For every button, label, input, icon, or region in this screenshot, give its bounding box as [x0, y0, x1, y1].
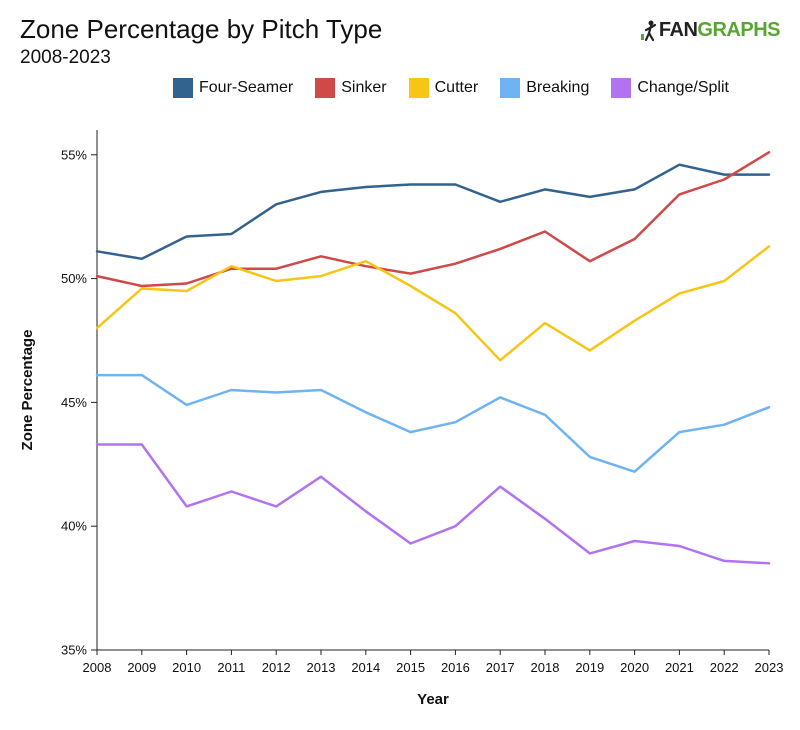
y-axis-title: Zone Percentage [19, 330, 36, 451]
chart-series [95, 151, 771, 565]
x-tick-label: 2009 [127, 660, 156, 675]
series-line-change-split [95, 443, 771, 565]
x-tick-label: 2013 [307, 660, 336, 675]
x-tick-label: 2020 [620, 660, 649, 675]
brand-suffix: GRAPHS [697, 19, 780, 41]
x-tick-label: 2008 [83, 660, 112, 675]
legend-label: Breaking [526, 79, 590, 96]
x-tick-label: 2016 [441, 660, 470, 675]
series-line-breaking [95, 373, 771, 473]
chart-axes: 35% 40% 45% 50% 55% 2008 2009 2010 2011 2012 2013 2… [61, 130, 783, 675]
y-tick-label: 35% [61, 643, 87, 658]
legend-label: Four-Seamer [199, 79, 294, 96]
y-tick-label: 40% [61, 519, 87, 534]
legend-item: Breaking [500, 78, 589, 98]
legend-label: Sinker [341, 79, 387, 96]
y-tick-label: 45% [61, 395, 87, 410]
legend-item: Sinker [315, 78, 387, 98]
series-line-cutter [95, 245, 771, 362]
brand-prefix: FAN [658, 19, 698, 41]
x-tick-label: 2012 [262, 660, 291, 675]
series-line-sinker [95, 151, 771, 288]
legend-swatch [173, 78, 193, 98]
legend-swatch [315, 78, 336, 98]
legend-swatch [611, 78, 632, 98]
x-tick-label: 2023 [755, 660, 784, 675]
x-tick-label: 2022 [710, 660, 739, 675]
brand-name: FANGRAPHS [658, 19, 781, 42]
fangraphs-logo-icon [640, 20, 657, 41]
x-tick-label: 2017 [486, 660, 515, 675]
legend-item: Cutter [408, 78, 479, 98]
x-tick-label: 2011 [217, 660, 245, 675]
legend-swatch [500, 78, 521, 98]
series-line-four-seamer [95, 163, 771, 261]
chart-legend: Four-Seamer Sinker Cutter Breaking Change/Sp… [173, 78, 751, 98]
y-tick-label: 55% [61, 147, 87, 162]
legend-label: Cutter [434, 79, 479, 96]
chart-subtitle: 2008-2023 [20, 47, 111, 68]
x-tick-label: 2019 [575, 660, 604, 675]
x-tick-label: 2014 [351, 660, 380, 675]
legend-label: Change/Split [637, 79, 729, 96]
y-tick-label: 50% [61, 271, 87, 286]
x-tick-label: 2021 [665, 660, 694, 675]
legend-swatch [408, 78, 429, 98]
legend-item: Change/Split [611, 78, 729, 98]
brand-logo: FANGRAPHS [640, 19, 781, 42]
chart-title: Zone Percentage by Pitch Type [20, 14, 383, 44]
x-tick-label: 2018 [531, 660, 560, 675]
x-axis-title: Year [417, 691, 449, 708]
legend-item: Four-Seamer [173, 78, 293, 98]
x-tick-label: 2015 [396, 660, 425, 675]
x-tick-label: 2010 [172, 660, 201, 675]
